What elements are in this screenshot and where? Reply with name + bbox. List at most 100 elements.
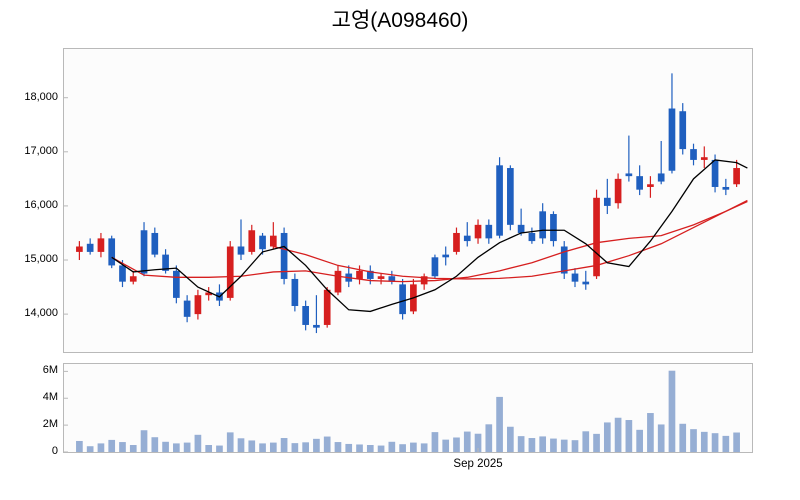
candle-body — [76, 246, 83, 252]
volume-bar — [410, 442, 417, 452]
volume-axis-tick-label: 4M — [42, 391, 58, 404]
volume-panel — [63, 363, 753, 453]
candle-body — [625, 173, 633, 177]
candle-body — [474, 224, 482, 239]
volume-bar — [507, 426, 514, 452]
volume-bar — [679, 423, 687, 452]
volume-bar — [313, 438, 320, 452]
price-axis-tick-label: 14,000 — [24, 307, 58, 320]
volume-bar — [76, 440, 83, 452]
volume-bar — [205, 445, 213, 452]
volume-axis-tick-label: 6M — [42, 364, 58, 377]
volume-bar — [700, 431, 708, 452]
candle-body — [722, 186, 730, 190]
candle-body — [485, 224, 493, 239]
candle-body — [97, 238, 105, 252]
volume-bar — [582, 431, 590, 452]
volume-bar — [97, 443, 105, 452]
candle-body — [151, 232, 159, 255]
candle-body — [388, 276, 396, 282]
candle-body — [323, 289, 331, 325]
volume-bar — [237, 438, 245, 452]
volume-bar — [173, 443, 180, 452]
price-axis-tick-label: 18,000 — [24, 90, 58, 103]
volume-bar — [399, 444, 406, 452]
volume-bar — [420, 443, 428, 452]
volume-bar — [571, 440, 579, 452]
volume-bar — [302, 442, 309, 452]
volume-bar — [323, 436, 331, 452]
volume-bar — [377, 445, 385, 452]
volume-bar — [711, 433, 719, 452]
candle-body — [269, 235, 277, 247]
volume-bar — [280, 438, 288, 452]
candle-body — [507, 168, 514, 225]
candle-body — [129, 276, 137, 282]
candle-body — [463, 235, 471, 242]
candle-body — [517, 224, 525, 233]
volume-bar — [108, 439, 116, 452]
candle-body — [690, 149, 697, 160]
volume-bar — [248, 440, 256, 452]
volume-bar — [474, 433, 482, 452]
volume-bar — [194, 434, 202, 452]
candle-body — [453, 232, 460, 252]
price-axis-tick-label: 16,000 — [24, 198, 58, 211]
x-axis-tick-label: Sep 2025 — [453, 458, 503, 470]
candle-body — [377, 276, 385, 279]
candle-body — [496, 165, 503, 236]
price-axis-tick-label: 17,000 — [24, 144, 58, 157]
candle-body — [539, 211, 547, 239]
candle-body — [302, 306, 309, 325]
candle-body — [614, 178, 622, 204]
volume-bar — [485, 424, 493, 452]
volume-bar — [539, 436, 547, 452]
candle-body — [259, 235, 266, 250]
candle-body — [700, 157, 708, 160]
volume-bar — [453, 437, 460, 452]
candle-body — [183, 300, 191, 317]
candle-body — [205, 292, 213, 296]
volume-bar — [722, 435, 730, 452]
volume-bar — [614, 417, 622, 452]
volume-bar — [657, 424, 665, 452]
candle-body — [647, 184, 654, 187]
candle-body — [550, 214, 557, 242]
volume-bar — [550, 438, 557, 452]
volume-bar — [496, 396, 503, 452]
candle-body — [657, 173, 665, 182]
volume-bar — [366, 445, 374, 452]
volume-bar — [216, 445, 223, 452]
candle-body — [711, 159, 719, 187]
candle-body — [399, 284, 406, 315]
candle-body — [313, 324, 320, 328]
volume-axis-tick-label: 2M — [42, 418, 58, 431]
volume-bar — [269, 442, 277, 452]
volume-bar — [291, 443, 299, 452]
candle-body — [636, 176, 643, 190]
volume-bar — [603, 422, 611, 452]
candle-body — [679, 111, 687, 150]
candle-body — [108, 238, 116, 266]
candle-body — [280, 232, 288, 279]
volume-bar — [345, 443, 353, 452]
volume-bar — [593, 433, 600, 452]
volume-bar — [647, 413, 654, 452]
ma-long-secondary-line — [273, 200, 748, 280]
volume-plot — [64, 370, 740, 452]
volume-bar — [388, 441, 396, 452]
price-plot — [64, 73, 748, 334]
candle-body — [668, 108, 676, 171]
volume-bar — [733, 432, 740, 452]
volume-bar — [463, 431, 471, 452]
volume-bar — [119, 442, 126, 452]
volume-bar — [356, 444, 363, 452]
candle-body — [431, 257, 439, 277]
price-panel — [63, 48, 753, 353]
price-axis-tick-label: 15,000 — [24, 253, 58, 266]
volume-bar — [528, 438, 536, 452]
volume-bar — [442, 439, 450, 452]
chart-title: 고영(A098460) — [331, 9, 469, 32]
candle-body — [237, 246, 245, 255]
volume-bar — [625, 420, 633, 452]
